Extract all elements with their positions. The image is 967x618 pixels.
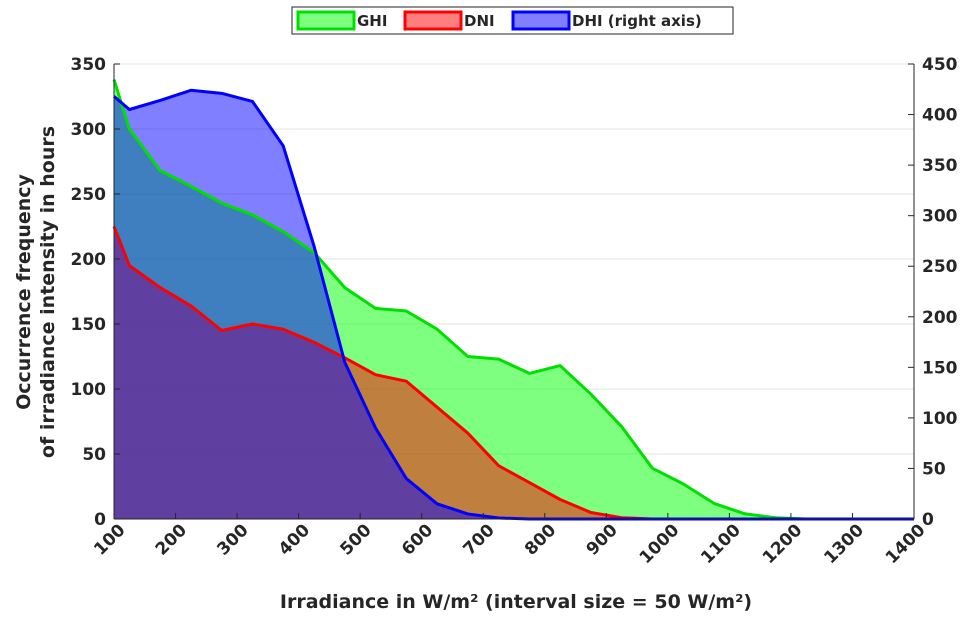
legend-item-dni[interactable]: DNI	[403, 10, 495, 31]
legend-item-dhi[interactable]: DHI (right axis)	[511, 10, 702, 31]
legend-item-ghi[interactable]: GHI	[296, 10, 387, 31]
x-tick-label: 1300	[820, 520, 868, 568]
y-axis-title-line2: of irradiance intensity in hours	[37, 126, 59, 458]
y-left-tick-label: 300	[71, 120, 107, 140]
y-right-tick-label: 300	[922, 207, 958, 227]
y-axis-title-line1: Occurrence frequency	[13, 173, 35, 409]
x-tick-label: 900	[583, 520, 622, 559]
x-tick-label: 500	[336, 520, 375, 559]
y-right-tick-label: 450	[922, 55, 958, 75]
x-tick-label: 300	[213, 520, 252, 559]
x-tick-label: 400	[275, 520, 314, 559]
x-tick-label: 200	[152, 520, 191, 559]
x-tick-label: 1200	[759, 520, 807, 568]
legend-label-dni: DNI	[464, 12, 495, 30]
y-left-tick-label: 200	[71, 250, 107, 270]
y-right-tick-label: 50	[922, 459, 946, 479]
y-axis-title-left: Occurrence frequency of irradiance inten…	[13, 126, 59, 458]
y-left-tick-label: 350	[71, 55, 107, 75]
legend-label-dhi: DHI (right axis)	[572, 12, 702, 30]
area-layer	[114, 79, 914, 519]
y-right-tick-label: 250	[922, 257, 958, 277]
y-left-tick-label: 100	[71, 380, 107, 400]
x-tick-label: 800	[521, 520, 560, 559]
y-right-tick-label: 100	[922, 409, 958, 429]
y-right-tick-label: 200	[922, 308, 958, 328]
x-tick-label: 1000	[636, 520, 684, 568]
legend-label-ghi: GHI	[357, 12, 387, 30]
y-left-tick-label: 50	[82, 445, 106, 465]
y-right-tick-label: 150	[922, 358, 958, 378]
area-dhi	[114, 90, 914, 519]
line-dni	[112, 225, 914, 521]
legend[interactable]: GHI DNI DHI (right axis)	[291, 6, 734, 35]
axes-layer	[113, 64, 915, 520]
y-left-tick-label: 150	[71, 315, 107, 335]
y-left-tick-label: 0	[94, 510, 106, 530]
y-right-tick-label: 0	[922, 510, 934, 530]
y-right-tick-label: 400	[922, 106, 958, 126]
x-tick-label: 600	[398, 520, 437, 559]
x-tick-label: 700	[460, 520, 499, 559]
y-left-tick-label: 250	[71, 185, 107, 205]
x-axis-title: Irradiance in W/m² (interval size = 50 W…	[280, 591, 752, 613]
legend-swatch-ghi	[296, 10, 356, 31]
legend-swatch-dhi	[511, 10, 571, 31]
legend-swatch-dni	[403, 10, 463, 31]
y-right-tick-label: 350	[922, 156, 958, 176]
x-tick-label: 1100	[697, 520, 745, 568]
